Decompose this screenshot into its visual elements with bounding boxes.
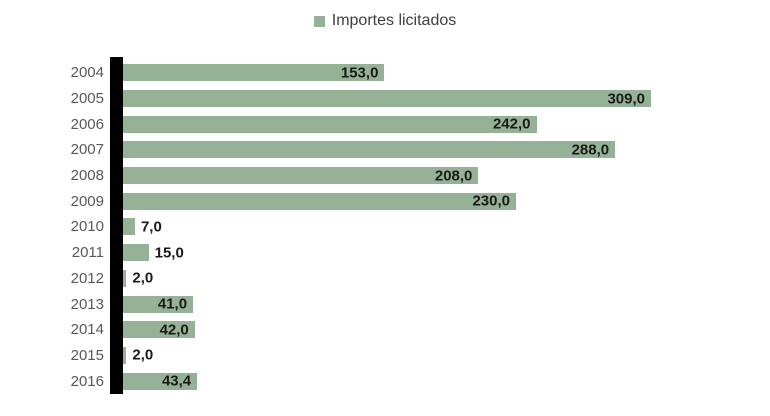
chart-row-2011: 2011 15,0	[0, 240, 770, 266]
bar-2011	[123, 244, 149, 262]
year-label-2012: 2012	[70, 269, 104, 287]
legend-swatch-icon	[313, 15, 325, 27]
bar-track-2015: 2,0	[123, 346, 770, 364]
bar-track-2007: 288,0	[123, 141, 770, 159]
value-label-2010: 7,0	[140, 218, 162, 236]
chart-row-2016: 2016 43,4	[0, 368, 770, 394]
bar-2006	[123, 115, 537, 133]
chart-row-2006: 2006 242,0	[0, 111, 770, 137]
value-label-2005: 309,0	[607, 90, 645, 108]
bar-2015	[123, 346, 127, 364]
bar-2010	[123, 218, 135, 236]
value-label-2006: 242,0	[492, 115, 531, 133]
bar-track-2011: 15,0	[123, 244, 770, 262]
chart-row-2014: 2014 42,0	[0, 317, 770, 343]
value-label-2015: 2,0	[132, 346, 154, 364]
bar-track-2008: 208,0	[123, 167, 770, 185]
bar-2012	[123, 269, 127, 287]
year-label-2010: 2010	[70, 218, 104, 236]
chart-row-2013: 2013 41,0	[0, 291, 770, 317]
chart-legend: Importes licitados	[0, 12, 770, 30]
value-label-2012: 2,0	[132, 269, 154, 287]
bar-track-2012: 2,0	[123, 269, 770, 287]
year-label-2007: 2007	[70, 141, 104, 159]
year-label-2013: 2013	[70, 295, 104, 313]
bar-track-2016: 43,4	[123, 372, 770, 390]
bar-2014	[123, 321, 195, 339]
chart-row-2009: 2009 230,0	[0, 188, 770, 214]
chart-row-2007: 2007 288,0	[0, 137, 770, 163]
year-label-2004: 2004	[70, 64, 104, 82]
bar-track-2014: 42,0	[123, 321, 770, 339]
year-label-2009: 2009	[70, 192, 104, 210]
bar-2004	[123, 64, 385, 82]
legend-label: Importes licitados	[331, 12, 457, 29]
year-label-2015: 2015	[70, 346, 104, 364]
value-label-2011: 15,0	[154, 244, 184, 262]
chart-row-2004: 2004 153,0	[0, 60, 770, 86]
value-label-2014: 42,0	[159, 321, 189, 339]
chart-row-2010: 2010 7,0	[0, 214, 770, 240]
bar-track-2010: 7,0	[123, 218, 770, 236]
bar-2009	[123, 192, 516, 210]
bar-2008	[123, 167, 479, 185]
bar-track-2013: 41,0	[123, 295, 770, 313]
value-label-2008: 208,0	[434, 167, 473, 185]
value-label-2013: 41,0	[157, 295, 188, 313]
value-label-2007: 288,0	[571, 141, 610, 159]
bar-2013	[123, 295, 194, 313]
bar-track-2004: 153,0	[123, 64, 770, 82]
year-label-2006: 2006	[70, 115, 104, 133]
bar-2016	[123, 372, 198, 390]
value-label-2004: 153,0	[340, 64, 379, 82]
bar-chart: 2004 153,0 2005 309,0 2006 242,0 2007 288,0 2008…	[0, 60, 770, 394]
bar-2005	[123, 90, 651, 108]
chart-row-2015: 2015 2,0	[0, 343, 770, 369]
year-label-2014: 2014	[70, 321, 104, 339]
bar-2007	[123, 141, 616, 159]
chart-row-2005: 2005 309,0	[0, 86, 770, 112]
chart-row-2012: 2012 2,0	[0, 266, 770, 292]
year-label-2011: 2011	[71, 244, 104, 262]
year-label-2016: 2016	[70, 372, 104, 390]
bar-track-2005: 309,0	[123, 90, 770, 108]
bar-track-2009: 230,0	[123, 192, 770, 210]
chart-row-2008: 2008 208,0	[0, 163, 770, 189]
year-label-2005: 2005	[70, 90, 104, 108]
value-label-2009: 230,0	[472, 192, 510, 210]
value-label-2016: 43,4	[161, 372, 192, 390]
bar-track-2006: 242,0	[123, 115, 770, 133]
year-label-2008: 2008	[70, 167, 104, 185]
y-axis-line	[110, 57, 123, 394]
